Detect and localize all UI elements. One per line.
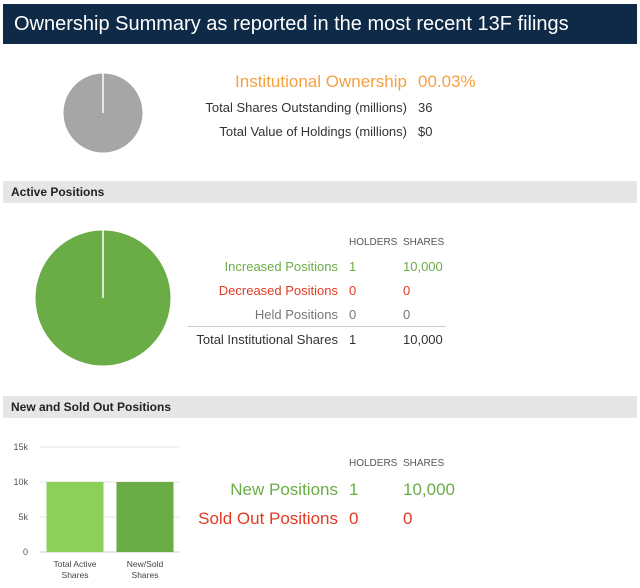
bar-chart-ytick-label: 10k [13,477,28,487]
bar-chart-ytick-label: 5k [18,512,28,522]
new-positions-label: New Positions [230,480,338,499]
decreased-positions-label: Decreased Positions [218,283,338,298]
sold-out-positions-shares: 0 [403,509,413,528]
active-total-divider [188,326,446,327]
newsold-col-holders: HOLDERS [349,458,398,469]
bar-chart-ytick-label: 0 [23,547,28,557]
institutional-ownership-label: Institutional Ownership [235,72,407,91]
holdings-value-label: Total Value of Holdings (millions) [219,124,407,139]
new-sold-positions-header: New and Sold Out Positions [3,396,637,418]
active-positions-pie-chart [34,229,172,367]
page-title: Ownership Summary as reported in the mos… [14,13,569,35]
decreased-positions-shares: 0 [403,283,411,298]
bar-chart-category-label: Shares [62,570,89,580]
held-positions-label: Held Positions [254,307,338,322]
total-institutional-shares-holders: 1 [349,332,357,347]
institutional-ownership-value: 00.03% [418,72,476,91]
shares-outstanding-label: Total Shares Outstanding (millions) [205,100,407,115]
active-col-shares: SHARES [403,237,445,248]
bar-chart-bar [46,482,104,552]
ownership-pie-chart [62,72,144,154]
decreased-positions-holders: 0 [349,283,357,298]
new-positions-shares: 10,000 [403,480,455,499]
shares-outstanding-value: 36 [418,100,433,115]
total-institutional-shares-label: Total Institutional Shares [196,332,338,347]
bar-chart-ytick-label: 15k [13,442,28,452]
new-sold-positions-title: New and Sold Out Positions [11,400,172,414]
active-positions-header: Active Positions [3,181,637,203]
holdings-value-value: $0 [418,124,433,139]
bar-chart-bar [116,482,174,552]
held-positions-holders: 0 [349,307,357,322]
sold-out-positions-label: Sold Out Positions [198,509,338,528]
bar-chart-category-label: Shares [132,570,159,580]
new-positions-holders: 1 [349,480,359,499]
bar-chart-category-label: New/Sold [127,559,164,569]
increased-positions-holders: 1 [349,259,357,274]
increased-positions-label: Increased Positions [224,259,338,274]
total-institutional-shares-shares: 10,000 [403,332,443,347]
newsold-col-shares: SHARES [403,458,445,469]
active-col-holders: HOLDERS [349,237,398,248]
sold-out-positions-holders: 0 [349,509,359,528]
held-positions-shares: 0 [403,307,411,322]
increased-positions-shares: 10,000 [403,259,443,274]
active-positions-title: Active Positions [11,185,105,199]
bar-chart-category-label: Total Active [54,559,97,569]
page-header: Ownership Summary as reported in the mos… [3,4,637,44]
